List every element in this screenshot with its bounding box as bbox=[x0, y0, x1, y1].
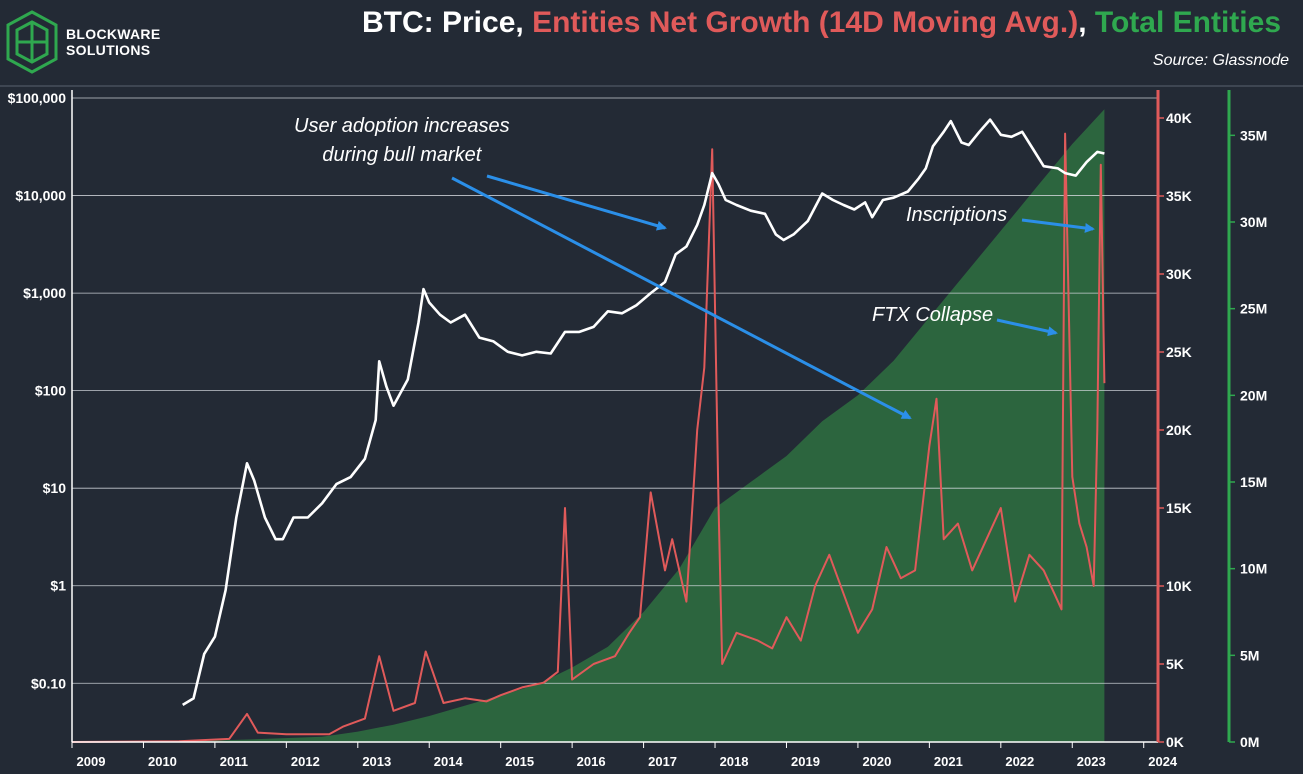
annotation-adoption: User adoption increases during bull mark… bbox=[294, 112, 510, 170]
right1-tick-label-7: 5K bbox=[1166, 656, 1184, 672]
x-tick-label-13: 2022 bbox=[1005, 754, 1034, 769]
x-tick-label-6: 2015 bbox=[505, 754, 534, 769]
annotation-adoption-line1: User adoption increases bbox=[294, 115, 510, 137]
chart-header: BLOCKWARE SOLUTIONS BTC: Price, Entities… bbox=[0, 0, 1303, 86]
right1-tick-label-4: 20K bbox=[1166, 422, 1192, 438]
title-total-entities: Total Entities bbox=[1094, 6, 1281, 39]
right2-tick-label-3: 20M bbox=[1240, 387, 1267, 403]
left-tick-label-1: $10,000 bbox=[15, 188, 66, 204]
x-tick-label-5: 2014 bbox=[434, 754, 464, 769]
x-tick-label-7: 2016 bbox=[577, 754, 606, 769]
arrow-adoption-2021 bbox=[451, 176, 912, 420]
x-tick-label-11: 2020 bbox=[862, 754, 891, 769]
right1-tick-label-3: 25K bbox=[1166, 344, 1192, 360]
right2-tick-label-6: 5M bbox=[1240, 647, 1259, 663]
chart-title: BTC: Price, Entities Net Growth (14D Mov… bbox=[362, 6, 1281, 40]
left-tick-label-0: $100,000 bbox=[8, 90, 67, 106]
arrow-ftx bbox=[996, 318, 1058, 337]
brand-line-2: SOLUTIONS bbox=[66, 42, 151, 58]
arrow-inscriptions bbox=[1021, 218, 1095, 233]
x-tick-label-1: 2010 bbox=[148, 754, 177, 769]
total-entities-area bbox=[72, 109, 1105, 743]
right2-tick-label-7: 0M bbox=[1240, 734, 1259, 750]
right1-tick-label-6: 10K bbox=[1166, 578, 1192, 594]
left-tick-label-5: $1 bbox=[50, 578, 66, 594]
title-separator: , bbox=[1078, 6, 1095, 39]
x-tick-label-2: 2011 bbox=[220, 754, 248, 769]
right1-tick-label-2: 30K bbox=[1166, 266, 1192, 282]
x-tick-label-3: 2012 bbox=[291, 754, 320, 769]
source-label: Source: Glassnode bbox=[1152, 52, 1289, 69]
right1-tick-label-1: 35K bbox=[1166, 188, 1192, 204]
left-tick-label-2: $1,000 bbox=[23, 285, 66, 301]
x-tick-label-9: 2018 bbox=[720, 754, 749, 769]
right2-tick-label-0: 35M bbox=[1240, 127, 1267, 143]
x-tick-label-8: 2017 bbox=[648, 754, 677, 769]
x-tick-label-10: 2019 bbox=[791, 754, 820, 769]
annotation-adoption-line2: during bull market bbox=[322, 144, 482, 166]
blockware-logo-icon bbox=[6, 10, 58, 74]
brand-name: BLOCKWARE SOLUTIONS bbox=[66, 26, 160, 58]
left-tick-label-4: $10 bbox=[43, 480, 67, 496]
right2-tick-label-4: 15M bbox=[1240, 474, 1267, 490]
left-tick-label-6: $0.10 bbox=[31, 675, 66, 691]
title-price: BTC: Price, bbox=[362, 6, 533, 39]
net-growth-line bbox=[71, 132, 1106, 743]
arrow-adoption-2017 bbox=[486, 174, 667, 231]
x-tick-label-4: 2013 bbox=[362, 754, 391, 769]
right1-tick-label-0: 40K bbox=[1166, 110, 1192, 126]
right2-tick-label-1: 30M bbox=[1240, 214, 1267, 230]
x-tick-label-14: 2023 bbox=[1077, 754, 1106, 769]
title-net-growth: Entities Net Growth (14D Moving Avg.) bbox=[532, 6, 1079, 39]
left-tick-label-3: $100 bbox=[35, 383, 66, 399]
x-tick-label-12: 2021 bbox=[934, 754, 963, 769]
right1-tick-label-5: 15K bbox=[1166, 500, 1192, 516]
right2-tick-label-2: 25M bbox=[1240, 301, 1267, 317]
x-tick-label-15: 2024 bbox=[1148, 754, 1178, 769]
price-line bbox=[182, 118, 1105, 707]
x-tick-label-0: 2009 bbox=[77, 754, 106, 769]
brand-line-1: BLOCKWARE bbox=[66, 26, 161, 42]
annotation-inscriptions: Inscriptions bbox=[906, 204, 1008, 226]
annotation-ftx: FTX Collapse bbox=[872, 304, 994, 326]
right1-tick-label-8: 0K bbox=[1166, 734, 1184, 750]
right2-tick-label-5: 10M bbox=[1240, 561, 1267, 577]
